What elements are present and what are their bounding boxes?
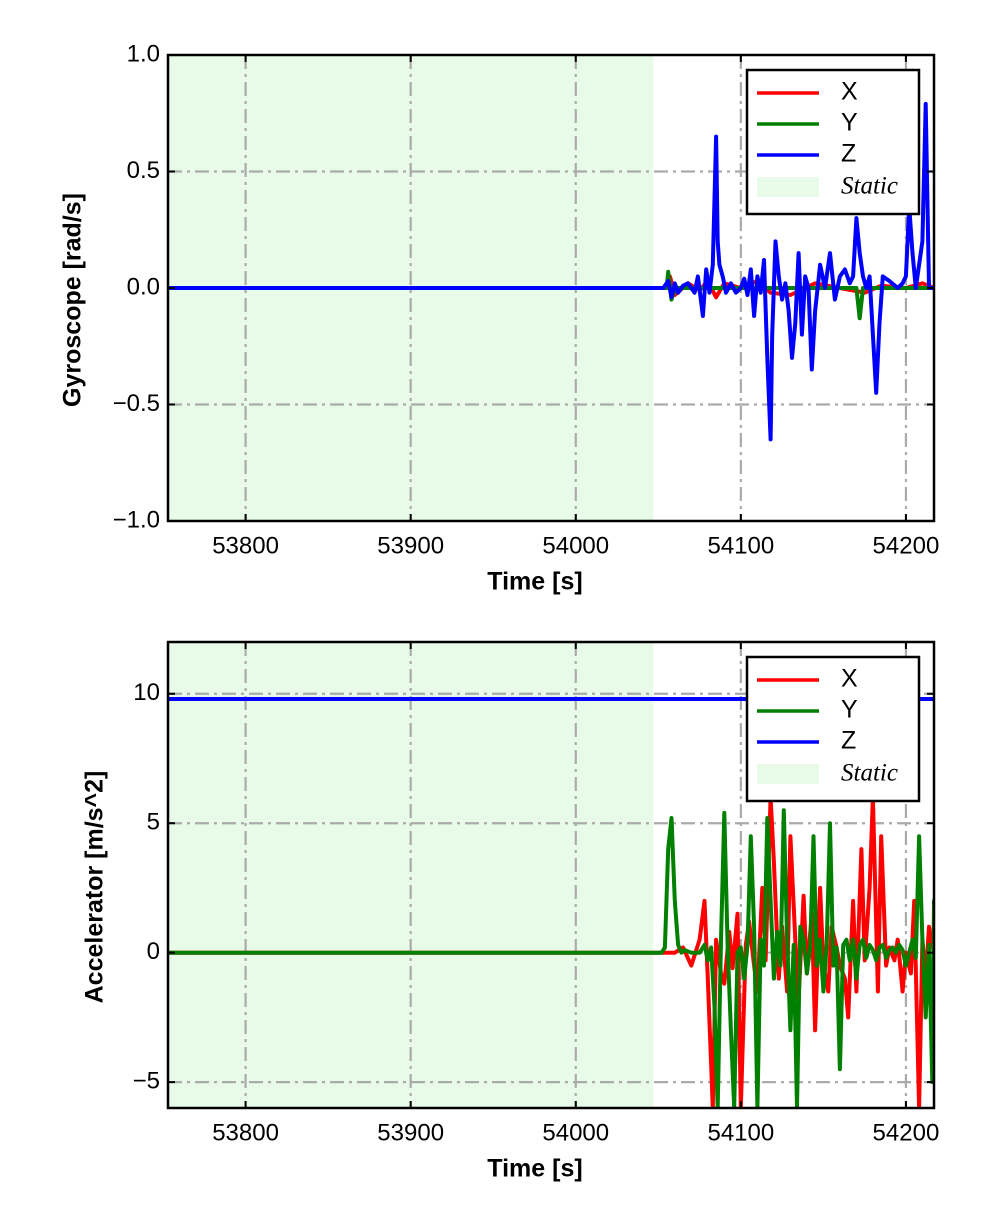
legend-swatch-static bbox=[757, 177, 819, 197]
x-axis-title: Time [s] bbox=[487, 1155, 582, 1183]
legend: X Y Z Static bbox=[745, 655, 921, 803]
plot-frame bbox=[166, 640, 936, 1110]
x-tick-labels: 53800 53900 54000 54100 54200 bbox=[212, 1119, 939, 1146]
x-tick-label: 53900 bbox=[377, 1119, 444, 1146]
y-tick-label: −0.5 bbox=[113, 390, 160, 417]
legend-label-static: Static bbox=[841, 173, 898, 200]
legend: X Y Z Static bbox=[745, 68, 921, 216]
static-region bbox=[168, 642, 654, 1108]
legend-label-x: X bbox=[841, 665, 858, 693]
y-tick-label: 10 bbox=[133, 679, 160, 706]
y-tick-label: 0.0 bbox=[127, 273, 160, 300]
x-tick-label: 54100 bbox=[707, 1119, 774, 1146]
x-axis-title: Time [s] bbox=[487, 568, 582, 596]
x-tick-label: 54000 bbox=[542, 532, 609, 559]
x-tick-label: 53800 bbox=[212, 532, 279, 559]
legend-label-static: Static bbox=[841, 760, 898, 787]
x-tick-label: 53900 bbox=[377, 532, 444, 559]
y-tick-label: 0 bbox=[147, 938, 160, 965]
x-tick-labels: 53800 53900 54000 54100 54200 bbox=[212, 532, 939, 559]
legend-label-y: Y bbox=[841, 109, 858, 137]
y-tick-label: 1.0 bbox=[127, 40, 160, 67]
y-tick-label: 5 bbox=[147, 809, 160, 836]
legend-label-y: Y bbox=[841, 696, 858, 724]
y-tick-labels: 10 5 0 −5 bbox=[133, 679, 160, 1094]
plot-frame bbox=[166, 53, 936, 523]
x-tick-label: 54200 bbox=[873, 1119, 940, 1146]
y-tick-label: −5 bbox=[133, 1067, 160, 1094]
gyroscope-chart: 53800 53900 54000 54100 54200 1.0 0.5 0.… bbox=[59, 40, 940, 595]
x-tick-label: 54000 bbox=[542, 1119, 609, 1146]
legend-label-x: X bbox=[841, 78, 858, 106]
series-line-z bbox=[168, 101, 934, 442]
y-axis-title: Accelerator [m/s^2] bbox=[81, 771, 109, 1004]
legend-label-z: Z bbox=[841, 140, 856, 168]
legend-label-z: Z bbox=[841, 727, 856, 755]
accelerator-chart: 53800 53900 54000 54100 54200 10 5 0 −5 … bbox=[81, 640, 939, 1183]
static-region-layer bbox=[168, 642, 654, 1108]
legend-swatch-static bbox=[757, 764, 819, 784]
x-tick-label: 54200 bbox=[873, 532, 940, 559]
y-tick-labels: 1.0 0.5 0.0 −0.5 −1.0 bbox=[113, 40, 160, 533]
series-layer bbox=[168, 101, 934, 442]
y-tick-label: 0.5 bbox=[127, 157, 160, 184]
y-axis-title: Gyroscope [rad/s] bbox=[59, 193, 87, 407]
x-tick-label: 54100 bbox=[707, 532, 774, 559]
y-tick-label: −1.0 bbox=[113, 506, 160, 533]
series-line-y bbox=[168, 808, 934, 1108]
x-tick-label: 53800 bbox=[212, 1119, 279, 1146]
